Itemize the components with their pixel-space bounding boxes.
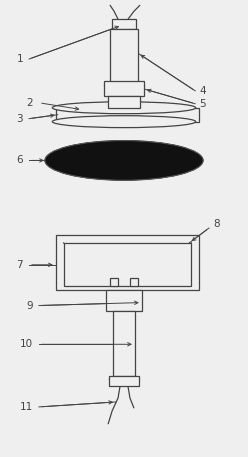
Text: 2: 2 (26, 98, 33, 108)
Text: 1: 1 (17, 54, 23, 64)
Text: 3: 3 (17, 114, 23, 124)
Ellipse shape (52, 116, 196, 128)
Text: 8: 8 (213, 219, 220, 229)
Text: 5: 5 (199, 99, 206, 109)
Bar (112, 19, 136, 29)
Bar (130, 278, 138, 286)
Text: 11: 11 (20, 402, 33, 412)
Bar (56, 235, 199, 290)
Bar (56, 108, 199, 122)
Text: 7: 7 (17, 260, 23, 270)
Text: 10: 10 (20, 339, 33, 349)
Bar (109, 376, 139, 386)
Text: 9: 9 (26, 301, 33, 310)
Text: 6: 6 (17, 155, 23, 165)
Bar (113, 312, 135, 376)
Bar (108, 96, 140, 108)
Bar (110, 278, 118, 286)
Ellipse shape (52, 102, 196, 114)
Bar (64, 243, 191, 286)
Ellipse shape (45, 141, 203, 181)
Bar (110, 29, 138, 84)
Text: 4: 4 (199, 86, 206, 96)
Bar (106, 290, 142, 312)
Bar (104, 81, 144, 96)
